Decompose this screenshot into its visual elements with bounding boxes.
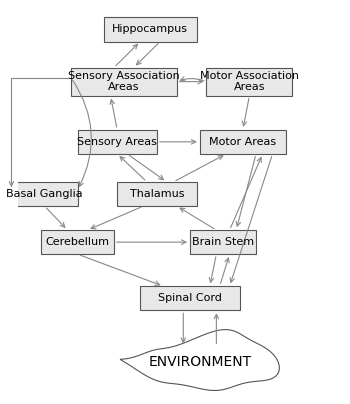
Text: Cerebellum: Cerebellum [46, 237, 110, 247]
Text: Hippocampus: Hippocampus [112, 25, 188, 34]
Text: Sensory Areas: Sensory Areas [77, 137, 157, 147]
FancyBboxPatch shape [12, 182, 77, 206]
FancyBboxPatch shape [140, 286, 239, 310]
FancyBboxPatch shape [41, 230, 114, 254]
FancyBboxPatch shape [206, 67, 292, 96]
FancyBboxPatch shape [71, 67, 177, 96]
Text: Brain Stem: Brain Stem [192, 237, 254, 247]
FancyBboxPatch shape [117, 182, 197, 206]
FancyBboxPatch shape [77, 130, 157, 154]
Text: Spinal Cord: Spinal Cord [158, 293, 222, 303]
FancyBboxPatch shape [104, 17, 197, 42]
FancyBboxPatch shape [200, 130, 286, 154]
PathPatch shape [120, 330, 279, 391]
Text: Motor Areas: Motor Areas [209, 137, 276, 147]
Text: Basal Ganglia: Basal Ganglia [6, 189, 83, 199]
FancyBboxPatch shape [190, 230, 256, 254]
Text: Motor Association
Areas: Motor Association Areas [200, 71, 299, 93]
Text: Thalamus: Thalamus [130, 189, 184, 199]
Text: ENVIRONMENT: ENVIRONMENT [148, 356, 251, 370]
Text: Sensory Association
Areas: Sensory Association Areas [68, 71, 180, 93]
